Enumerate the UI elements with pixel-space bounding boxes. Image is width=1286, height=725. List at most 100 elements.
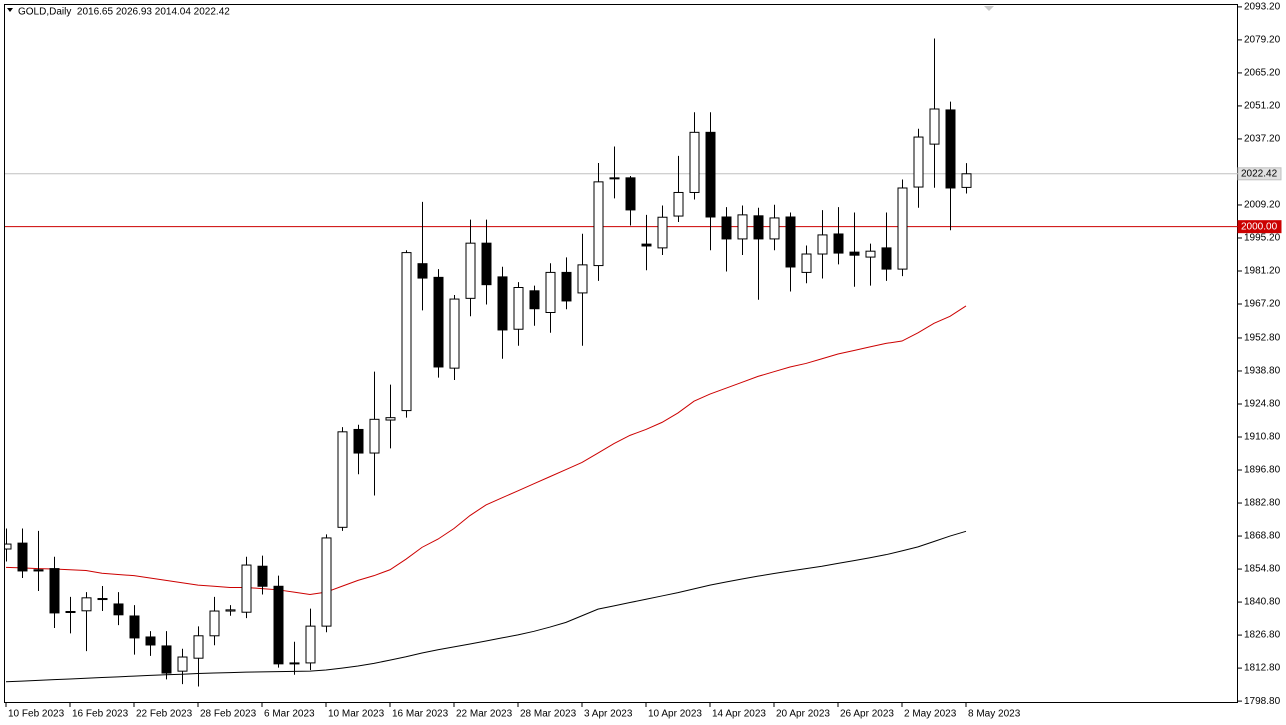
x-tick-label: 10 Feb 2023 [8,709,65,720]
plot [5,38,1238,687]
candle-body [817,234,828,255]
candle-body [353,428,364,454]
candle-body [577,264,588,294]
candle-body [465,242,476,299]
candle-body [545,271,556,313]
y-tick-label: 1995.20 [1244,233,1281,244]
price-level-box [1237,167,1282,181]
x-tick-label: 28 Feb 2023 [200,709,257,720]
candle-body [289,662,300,665]
y-tick-label: 1910.80 [1244,432,1281,443]
candle-body [705,131,716,218]
y-tick-label: 1981.20 [1244,266,1281,277]
y-tick-label: 1882.80 [1244,498,1281,509]
candle-body [769,217,780,240]
header-icon [7,8,13,12]
candle-body [5,543,12,550]
x-tick-label: 26 Apr 2023 [840,709,894,720]
candle-body [193,635,204,659]
price-level-label: 2022.42 [1241,168,1278,179]
candle-body [929,108,940,145]
candle-body [785,216,796,268]
candle-body [481,242,492,286]
candle-body [369,418,380,454]
y-tick-label: 1924.80 [1244,399,1281,410]
plot-frame [4,4,1238,703]
candle-body [129,615,140,639]
candle-body [385,417,396,421]
candle-body [97,598,108,601]
candle-body [321,537,332,627]
candle-body [145,636,156,646]
x-tick-label: 22 Mar 2023 [456,709,513,720]
candle-body [897,187,908,270]
x-tick-label: 6 Mar 2023 [264,709,315,720]
candle-body [305,625,316,664]
candle-body [801,253,812,273]
candle-body [49,568,60,614]
candle-body [945,109,956,189]
candle-body [625,177,636,211]
x-tick-label: 10 Apr 2023 [648,709,702,720]
candle-body [561,271,572,302]
candle-body [737,214,748,240]
price-level-label: 2000.00 [1241,221,1278,232]
x-tick-label: 16 Mar 2023 [392,709,449,720]
candle-body [273,585,284,665]
candle-body [401,252,412,412]
x-tick-label: 16 Feb 2023 [72,709,129,720]
candle-body [833,233,844,254]
y-tick-label: 1896.80 [1244,465,1281,476]
y-tick-label: 2009.20 [1244,200,1281,211]
candle-body [513,287,524,330]
moving-average [5,305,967,596]
candle-body [529,290,540,310]
candle-body [721,216,732,240]
shift-marker [984,6,994,11]
candle-body [33,569,44,572]
x-tick-label: 20 Apr 2023 [776,709,830,720]
candle-body [657,216,668,249]
x-tick-label: 2 May 2023 [904,709,957,720]
candle-body [81,597,92,612]
y-tick-label: 2065.20 [1244,68,1281,79]
candle-body [673,191,684,217]
y-tick-label: 1840.80 [1244,597,1281,608]
candle-body [449,298,460,369]
chart-header: GOLD,Daily 2016.65 2026.93 2014.04 2022.… [18,7,230,18]
candle-body [849,251,860,256]
x-tick-label: 14 Apr 2023 [712,709,766,720]
y-tick-label: 1854.80 [1244,564,1281,575]
candle-body [161,645,172,674]
y-tick-label: 1812.80 [1244,663,1281,674]
candle-body [257,565,268,587]
candle-body [417,263,428,279]
x-tick-label: 28 Mar 2023 [520,709,577,720]
candle-body [65,611,76,614]
y-tick-label: 2051.20 [1244,101,1281,112]
candle-body [865,250,876,258]
x-tick-label: 8 May 2023 [968,709,1021,720]
candle-body [753,215,764,240]
candle-body [177,656,188,672]
candle-body [337,431,348,528]
candle-body [113,603,124,616]
candle-body [961,173,972,188]
price-level-box [1237,220,1282,234]
x-tick-label: 10 Mar 2023 [328,709,385,720]
candle-body [609,177,620,180]
candle-body [17,542,28,572]
y-tick-label: 2093.20 [1244,2,1281,13]
x-tick-label: 22 Feb 2023 [136,709,193,720]
candle-body [593,181,604,267]
y-tick-label: 1798.80 [1244,696,1281,707]
candle-body [641,243,652,247]
candle-body [881,247,892,270]
x-tick-label: 3 Apr 2023 [584,709,633,720]
candle-body [209,610,220,637]
candle-body [689,131,700,193]
y-tick-label: 1868.80 [1244,531,1281,542]
y-tick-label: 2079.20 [1244,35,1281,46]
candle-body [497,276,508,331]
